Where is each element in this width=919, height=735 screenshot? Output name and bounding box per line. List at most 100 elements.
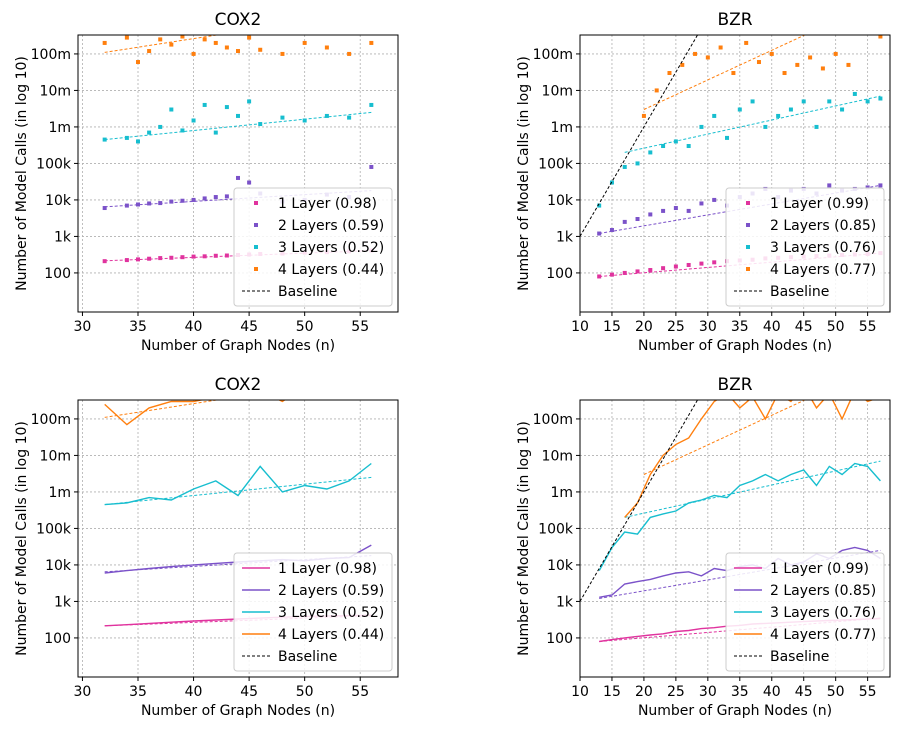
point (369, 164, 374, 169)
line (104, 400, 286, 426)
x-tick-label: 30 (74, 684, 92, 700)
point (622, 164, 627, 169)
legend-swatch (254, 245, 258, 249)
x-tick-label: 30 (74, 319, 92, 335)
x-tick-label: 55 (351, 319, 369, 335)
point (827, 99, 832, 104)
point (699, 261, 704, 266)
x-tick-label: 40 (185, 319, 203, 335)
x-tick-label: 45 (795, 684, 813, 700)
legend-label: 4 Layers (0.44) (278, 627, 384, 643)
x-tick-label: 55 (351, 684, 369, 700)
point (597, 231, 602, 236)
point (609, 227, 614, 232)
point (247, 180, 252, 185)
point (124, 203, 129, 208)
point (597, 203, 602, 208)
x-tick-label: 45 (795, 319, 813, 335)
legend-label: 2 Layers (0.59) (278, 218, 384, 234)
point (622, 270, 627, 275)
point (865, 99, 870, 104)
point (763, 124, 768, 129)
legend-box (233, 552, 393, 672)
y-tick-label: 100m (31, 412, 71, 428)
y-axis-label: Number of Model Calls (in log 10) (516, 56, 532, 291)
point (878, 35, 883, 39)
point (224, 194, 229, 199)
point (705, 55, 710, 60)
legend-label: 2 Layers (0.59) (278, 583, 384, 599)
point (756, 60, 761, 65)
y-tick-label: 100 (44, 266, 71, 282)
point (236, 175, 240, 180)
point (202, 102, 207, 107)
point (124, 135, 129, 140)
chart-title: COX2 (215, 375, 262, 395)
axes-frame (579, 34, 891, 313)
trend-line (624, 460, 881, 518)
point (191, 51, 196, 56)
y-tick-label: 100k (538, 521, 574, 537)
x-tick-label: 50 (827, 684, 845, 700)
y-tick-label: 10m (40, 448, 71, 464)
point (180, 128, 185, 133)
point (635, 161, 640, 166)
legend-swatch (746, 245, 750, 249)
point (725, 135, 730, 140)
point (124, 35, 129, 40)
x-tick-label: 20 (635, 319, 653, 335)
y-tick-label: 100m (533, 412, 573, 428)
x-tick-label: 35 (731, 319, 749, 335)
point (180, 198, 185, 203)
point (878, 96, 883, 101)
point (744, 40, 749, 45)
point (180, 255, 185, 260)
legend: 1 Layer (0.98) 2 Layers (0.59) 3 Layers (0… (233, 187, 393, 307)
y-tick-label: 1k (54, 229, 72, 245)
point (180, 35, 185, 39)
point (680, 62, 685, 67)
point (801, 99, 806, 104)
point (102, 137, 107, 142)
x-axis-label: Number of Graph Nodes (n) (141, 338, 335, 354)
point (136, 257, 140, 262)
legend-swatch (254, 201, 258, 205)
y-tick-label: 10k (547, 193, 574, 209)
y-tick-label: 10k (547, 558, 574, 574)
legend-label: Baseline (278, 649, 337, 665)
x-tick-label: 50 (296, 319, 314, 335)
legend-label: 4 Layers (0.77) (770, 262, 876, 278)
point (661, 144, 666, 149)
legend-label: 3 Layers (0.52) (278, 240, 384, 256)
legend-label: 4 Layers (0.44) (278, 262, 384, 278)
legend-swatch (254, 223, 258, 227)
x-tick-label: 55 (859, 319, 877, 335)
point (840, 107, 845, 112)
baseline-line (580, 35, 699, 237)
chart-title: BZR (717, 375, 752, 395)
chart-title: BZR (717, 10, 752, 30)
point (147, 201, 152, 206)
legend-label: Baseline (278, 284, 337, 300)
point (878, 183, 883, 188)
point (158, 256, 163, 261)
subplot: BZR 10 15 20 25 30 35 40 45 50 55 100 1k 10k 100k 1m 10m… (516, 375, 891, 719)
trend-line (643, 35, 806, 110)
legend-swatch (746, 267, 750, 271)
point (202, 254, 207, 259)
point (124, 258, 129, 263)
x-tick-label: 50 (296, 684, 314, 700)
y-tick-label: 1k (556, 229, 574, 245)
point (247, 99, 252, 104)
legend-box (725, 552, 885, 672)
y-tick-label: 100 (546, 631, 573, 647)
legend-label: 1 Layer (0.98) (278, 561, 377, 577)
y-tick-label: 10k (45, 558, 72, 574)
point (686, 262, 691, 267)
legend: 1 Layer (0.99) 2 Layers (0.85) 3 Layers (0… (725, 552, 885, 672)
point (224, 45, 229, 50)
point (712, 197, 717, 202)
x-tick-label: 25 (667, 319, 685, 335)
legend-box (725, 187, 885, 307)
